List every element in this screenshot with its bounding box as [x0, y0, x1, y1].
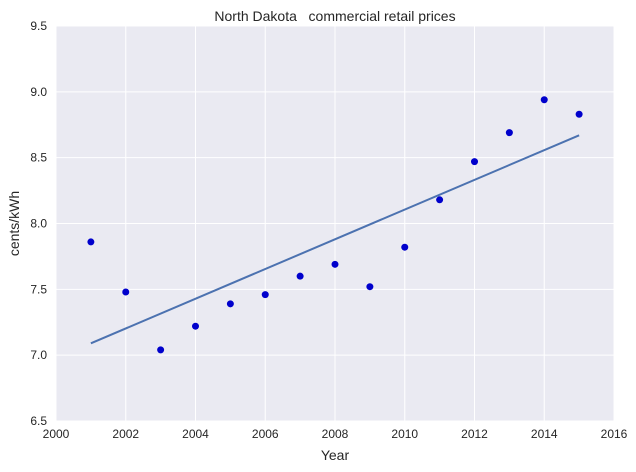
x-tick-label: 2008 [322, 427, 349, 441]
data-point [122, 288, 130, 296]
trend-line [90, 134, 580, 345]
x-tick-label: 2016 [601, 427, 628, 441]
y-tick-label: 8.5 [30, 151, 47, 165]
data-point [87, 238, 95, 246]
x-tick-label: 2000 [43, 427, 70, 441]
data-point [366, 283, 374, 291]
y-tick-label: 8.0 [30, 217, 47, 231]
y-tick-label: 6.5 [30, 414, 47, 428]
x-tick-label: 2012 [461, 427, 488, 441]
y-tick-label: 7.0 [30, 348, 47, 362]
y-axis-ticks: 6.5 7.0 7.5 8.0 8.5 9.0 9.5 [30, 19, 47, 428]
x-axis-ticks: 2000 2002 2004 2006 2008 2010 2012 2014 2016 [43, 427, 628, 441]
grid [55, 25, 615, 422]
x-tick-label: 2010 [391, 427, 418, 441]
x-tick-label: 2006 [252, 427, 279, 441]
data-point [296, 272, 304, 280]
data-point [575, 110, 583, 118]
x-tick-label: 2004 [182, 427, 209, 441]
y-tick-label: 7.5 [30, 282, 47, 296]
y-axis-label: cents/kWh [6, 191, 22, 256]
y-tick-label: 9.5 [30, 19, 47, 33]
data-point [226, 300, 234, 308]
data-point [471, 158, 478, 166]
data-point [331, 260, 339, 268]
chart-title: North Dakota commercial retail prices [214, 8, 455, 24]
data-point [157, 346, 165, 354]
data-point [540, 96, 548, 104]
series-layer [87, 96, 583, 354]
data-point [505, 129, 513, 137]
x-tick-label: 2014 [531, 427, 558, 441]
x-tick-label: 2002 [112, 427, 139, 441]
data-point [261, 291, 269, 299]
data-point [436, 196, 444, 204]
data-point [401, 243, 409, 251]
data-point [192, 322, 199, 330]
y-tick-label: 9.0 [30, 85, 47, 99]
x-axis-label: Year [321, 447, 350, 463]
